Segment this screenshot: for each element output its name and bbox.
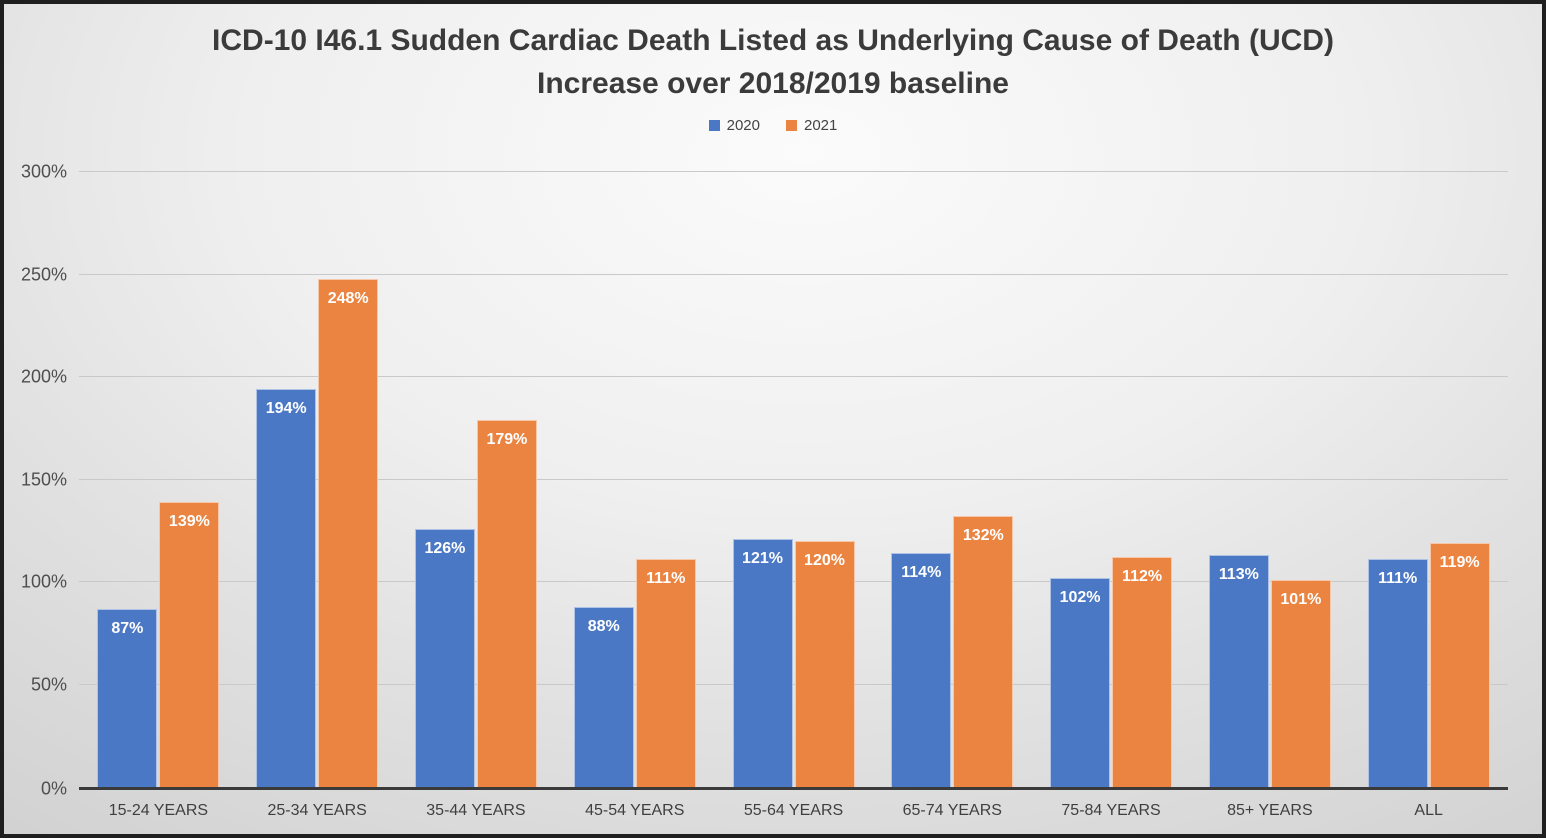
bar-value-label: 87% bbox=[111, 619, 144, 637]
bar-group-75-84-years: 102% 112% 75-84 YEARS bbox=[1032, 172, 1191, 819]
x-category-label: 45-54 YEARS bbox=[585, 802, 685, 819]
bar-value-label: 88% bbox=[587, 617, 620, 635]
gridline-200% bbox=[79, 376, 1508, 377]
bar-group-all: 111% 119% ALL bbox=[1349, 172, 1508, 819]
chart-title-line2: Increase over 2018/2019 baseline bbox=[536, 66, 1009, 100]
y-tick-label-50%: 50% bbox=[30, 674, 67, 695]
chart-title: ICD-10 I46.1 Sudden Cardiac Death Listed… bbox=[4, 20, 1542, 105]
bar-2020-15-24-years: 87% bbox=[97, 608, 158, 787]
gridline-300% bbox=[79, 171, 1508, 172]
bar-value-label: 126% bbox=[424, 539, 466, 557]
gridline-150% bbox=[79, 478, 1508, 480]
bar-value-label: 139% bbox=[168, 513, 210, 531]
legend-label-2020: 2020 bbox=[726, 117, 760, 135]
bar-group-55-64-years: 121% 120% 55-64 YEARS bbox=[714, 172, 873, 819]
bar-value-label: 111% bbox=[646, 570, 686, 588]
bar-group-65-74-years: 114% 132% 65-74 YEARS bbox=[873, 172, 1032, 819]
bar-value-label: 132% bbox=[962, 527, 1004, 545]
x-category-label: 75-84 YEARS bbox=[1061, 802, 1161, 819]
gridline-100% bbox=[79, 581, 1508, 582]
bar-group-85-years: 113% 101% 85+ YEARS bbox=[1190, 172, 1349, 819]
bar-value-label: 101% bbox=[1280, 590, 1322, 608]
bar-value-label: 179% bbox=[486, 431, 528, 449]
bar-groups: 87% 139% 15-24 YEARS 194% 248% 25-34 YEARS 126… bbox=[79, 172, 1508, 819]
bar-2021-65-74-years: 132% bbox=[953, 516, 1014, 787]
legend: 2020 2021 bbox=[4, 117, 1542, 134]
bar-2021-45-54-years: 111% bbox=[635, 559, 696, 787]
bar-2020-45-54-years: 88% bbox=[573, 606, 634, 787]
bar-value-label: 120% bbox=[804, 552, 845, 569]
bar-group-25-34-years: 194% 248% 25-34 YEARS bbox=[238, 172, 397, 819]
bar-2020-75-84-years: 102% bbox=[1050, 577, 1111, 787]
bar-value-label: 119% bbox=[1439, 554, 1480, 572]
legend-item-2020: 2020 bbox=[708, 117, 760, 135]
gridline-50% bbox=[79, 683, 1508, 685]
chart-title-line1: ICD-10 I46.1 Sudden Cardiac Death Listed… bbox=[212, 24, 1334, 57]
bar-value-label: 113% bbox=[1218, 566, 1259, 584]
y-tick-label-250%: 250% bbox=[20, 264, 67, 284]
legend-swatch-2020 bbox=[708, 120, 720, 132]
legend-item-2021: 2021 bbox=[786, 117, 837, 134]
bar-group-35-44-years: 126% 179% 35-44 YEARS bbox=[397, 172, 556, 819]
gridline-250% bbox=[79, 273, 1508, 275]
bar-2020-55-64-years: 121% bbox=[732, 538, 793, 787]
bar-2021-25-34-years: 248% bbox=[318, 278, 379, 787]
bar-2020-25-34-years: 194% bbox=[256, 389, 317, 787]
y-tick-label-200%: 200% bbox=[20, 366, 67, 387]
x-category-label: 35-44 YEARS bbox=[426, 802, 526, 819]
bar-group-45-54-years: 88% 111% 45-54 YEARS bbox=[555, 172, 714, 819]
bar-2021-all: 119% bbox=[1429, 543, 1490, 787]
bar-value-label: 102% bbox=[1059, 588, 1101, 606]
bar-value-label: 121% bbox=[742, 549, 783, 567]
y-tick-label-100%: 100% bbox=[20, 571, 67, 592]
x-category-label: ALL bbox=[1414, 802, 1443, 819]
bar-value-label: 112% bbox=[1122, 568, 1163, 586]
bar-group-15-24-years: 87% 139% 15-24 YEARS bbox=[79, 172, 238, 819]
bar-value-label: 248% bbox=[327, 289, 369, 307]
bar-2020-all: 111% bbox=[1367, 559, 1428, 787]
x-category-label: 85+ YEARS bbox=[1227, 802, 1313, 819]
plot-area: 87% 139% 15-24 YEARS 194% 248% 25-34 YEARS 126… bbox=[21, 162, 1508, 819]
bar-2021-55-64-years: 120% bbox=[794, 541, 855, 787]
legend-label-2021: 2021 bbox=[804, 117, 838, 135]
bar-2020-85-years: 113% bbox=[1208, 555, 1269, 787]
x-category-label: 15-24 YEARS bbox=[108, 802, 209, 819]
bar-2020-65-74-years: 114% bbox=[891, 553, 952, 787]
x-category-label: 55-64 YEARS bbox=[743, 802, 844, 819]
bar-2021-15-24-years: 139% bbox=[159, 502, 220, 787]
bar-value-label: 114% bbox=[901, 564, 942, 582]
bar-2021-75-84-years: 112% bbox=[1112, 557, 1173, 787]
x-category-label: 65-74 YEARS bbox=[902, 802, 1002, 819]
bar-2021-85-years: 101% bbox=[1270, 579, 1331, 787]
y-tick-label-150%: 150% bbox=[20, 469, 67, 489]
bar-value-label: 111% bbox=[1378, 570, 1418, 588]
legend-swatch-2021 bbox=[786, 120, 797, 132]
bar-2020-35-44-years: 126% bbox=[414, 528, 475, 787]
bar-value-label: 194% bbox=[265, 400, 307, 418]
y-tick-label-0%: 0% bbox=[40, 778, 67, 799]
y-tick-label-300%: 300% bbox=[20, 161, 67, 182]
x-category-label: 25-34 YEARS bbox=[267, 802, 367, 819]
bar-2021-35-44-years: 179% bbox=[476, 420, 537, 787]
